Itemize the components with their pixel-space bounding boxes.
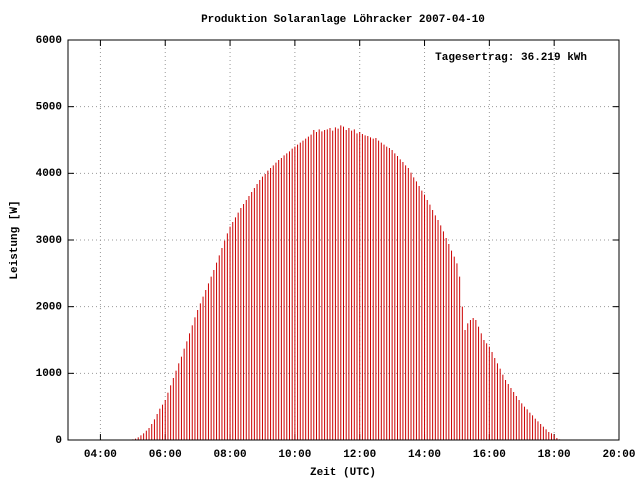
chart-title: Produktion Solaranlage Löhracker 2007-04… — [201, 14, 485, 26]
y-tick-label: 1000 — [36, 368, 62, 380]
annotation: Tagesertrag: 36.219 kWh — [435, 52, 587, 64]
x-tick-label: 14:00 — [408, 449, 441, 461]
x-tick-label: 10:00 — [278, 449, 311, 461]
x-tick-label: 08:00 — [214, 449, 247, 461]
y-tick-label: 6000 — [36, 35, 62, 47]
x-axis-label: Zeit (UTC) — [310, 467, 376, 479]
x-tick-label: 04:00 — [84, 449, 117, 461]
y-tick-label: 5000 — [36, 102, 62, 114]
y-tick-label: 3000 — [36, 235, 62, 247]
y-tick-label: 2000 — [36, 302, 62, 314]
x-tick-label: 20:00 — [602, 449, 635, 461]
x-tick-label: 06:00 — [149, 449, 182, 461]
x-tick-label: 18:00 — [538, 449, 571, 461]
y-tick-label: 0 — [55, 435, 62, 447]
y-tick-label: 4000 — [36, 168, 62, 180]
x-tick-label: 16:00 — [473, 449, 506, 461]
x-tick-label: 12:00 — [343, 449, 376, 461]
plot-frame — [67, 39, 620, 441]
y-axis-label: Leistung [W] — [9, 200, 21, 279]
